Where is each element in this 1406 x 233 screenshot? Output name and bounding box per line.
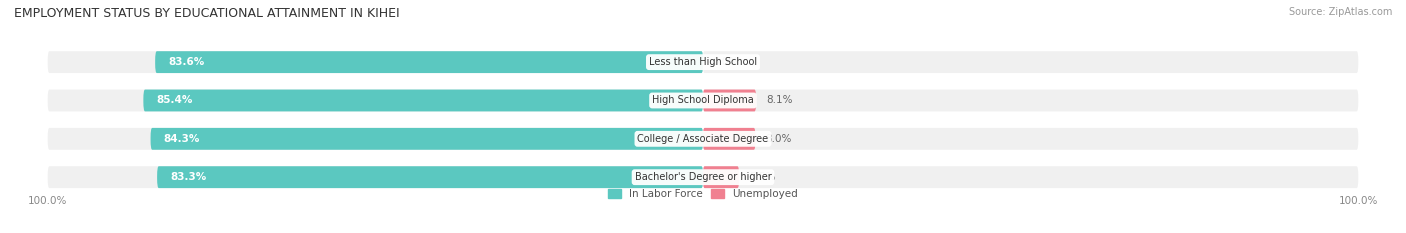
Text: 5.5%: 5.5%	[749, 172, 775, 182]
FancyBboxPatch shape	[703, 128, 1358, 150]
FancyBboxPatch shape	[48, 128, 703, 150]
Legend: In Labor Force, Unemployed: In Labor Force, Unemployed	[605, 185, 801, 203]
Text: EMPLOYMENT STATUS BY EDUCATIONAL ATTAINMENT IN KIHEI: EMPLOYMENT STATUS BY EDUCATIONAL ATTAINM…	[14, 7, 399, 20]
Text: 0.0%: 0.0%	[713, 57, 740, 67]
Text: Less than High School: Less than High School	[650, 57, 756, 67]
FancyBboxPatch shape	[48, 89, 703, 111]
FancyBboxPatch shape	[155, 51, 703, 73]
Text: 8.1%: 8.1%	[766, 96, 793, 106]
FancyBboxPatch shape	[48, 166, 703, 188]
FancyBboxPatch shape	[703, 166, 1358, 188]
FancyBboxPatch shape	[703, 89, 756, 111]
FancyBboxPatch shape	[703, 51, 1358, 73]
FancyBboxPatch shape	[48, 51, 703, 73]
Text: Bachelor's Degree or higher: Bachelor's Degree or higher	[634, 172, 772, 182]
Text: 83.3%: 83.3%	[170, 172, 207, 182]
Text: 83.6%: 83.6%	[169, 57, 205, 67]
FancyBboxPatch shape	[703, 89, 1358, 111]
Text: 84.3%: 84.3%	[163, 134, 200, 144]
Text: 100.0%: 100.0%	[28, 196, 67, 206]
FancyBboxPatch shape	[703, 128, 755, 150]
Text: 85.4%: 85.4%	[156, 96, 193, 106]
Text: Source: ZipAtlas.com: Source: ZipAtlas.com	[1288, 7, 1392, 17]
FancyBboxPatch shape	[150, 128, 703, 150]
Text: High School Diploma: High School Diploma	[652, 96, 754, 106]
FancyBboxPatch shape	[157, 166, 703, 188]
Text: 8.0%: 8.0%	[765, 134, 792, 144]
FancyBboxPatch shape	[703, 166, 740, 188]
FancyBboxPatch shape	[143, 89, 703, 111]
Text: 100.0%: 100.0%	[1339, 196, 1378, 206]
Text: College / Associate Degree: College / Associate Degree	[637, 134, 769, 144]
